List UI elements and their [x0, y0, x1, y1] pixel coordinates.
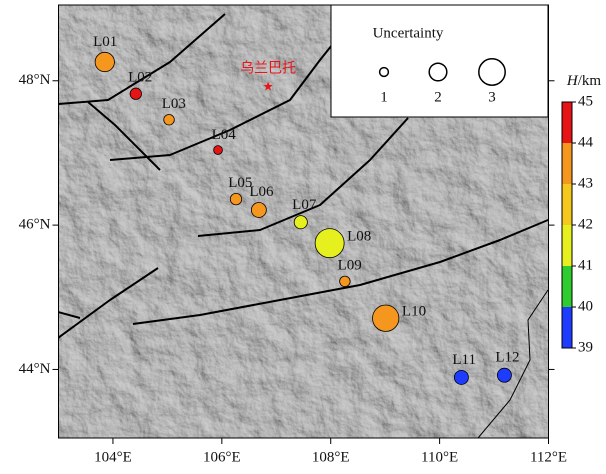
- colorbar-segment: [562, 307, 572, 348]
- station: [130, 88, 141, 99]
- x-tick-label: 104°E: [94, 449, 132, 465]
- x-tick-label: 108°E: [312, 449, 350, 465]
- legend-label: 2: [434, 89, 442, 105]
- station: [214, 146, 223, 155]
- station: [497, 368, 511, 382]
- colorbar-segment: [562, 143, 572, 184]
- colorbar-label: H/km: [566, 73, 602, 89]
- legend-label: 1: [380, 89, 388, 105]
- station: [164, 114, 175, 125]
- y-tick-label: 46°N: [19, 217, 51, 233]
- station-label: L11: [452, 352, 476, 368]
- station: [340, 276, 351, 287]
- map: 104°E 106°E 108°E 110°E 112°E 44°N 46°N 48°N 乌兰巴…: [0, 0, 606, 469]
- colorbar-tick-label: 41: [578, 257, 593, 273]
- station-label: L03: [162, 96, 186, 112]
- colorbar-tick-label: 40: [578, 298, 593, 314]
- station: [315, 229, 344, 258]
- city-label: 乌兰巴托: [240, 61, 296, 77]
- station: [373, 305, 399, 331]
- colorbar-segment: [562, 184, 572, 225]
- station-label: L01: [93, 34, 117, 50]
- x-tick-label: 106°E: [203, 449, 241, 465]
- legend-circle: [479, 59, 505, 85]
- station-label: L09: [338, 258, 362, 274]
- station-label: L08: [347, 229, 371, 245]
- station-label: L06: [249, 184, 274, 200]
- station: [294, 216, 307, 229]
- x-tick-label: 110°E: [421, 449, 458, 465]
- legend-title: Uncertainty: [373, 25, 444, 41]
- station: [454, 370, 468, 384]
- station: [95, 52, 114, 71]
- colorbar-tick-label: 39: [578, 339, 593, 355]
- colorbar-label-unit: /km: [578, 73, 602, 89]
- station: [230, 193, 241, 204]
- station: [251, 202, 266, 217]
- colorbar-segment: [562, 102, 572, 143]
- legend-label: 3: [488, 89, 496, 105]
- station-label: L02: [128, 69, 152, 85]
- x-tick-label: 112°E: [530, 449, 567, 465]
- colorbar-segment: [562, 225, 572, 266]
- station-label: L07: [292, 197, 317, 213]
- legend-circle: [380, 68, 389, 77]
- colorbar-tick-label: 45: [578, 93, 593, 109]
- station-label: L10: [402, 304, 426, 320]
- y-tick-label: 44°N: [19, 361, 51, 377]
- colorbar-tick-label: 44: [578, 134, 594, 150]
- y-tick-label: 48°N: [19, 72, 51, 88]
- colorbar-segment: [562, 266, 572, 307]
- station-label: L04: [212, 127, 237, 143]
- station-label: L12: [495, 350, 519, 366]
- colorbar-tick-label: 42: [578, 216, 593, 232]
- colorbar-tick-label: 43: [578, 175, 593, 191]
- legend-circle: [429, 63, 447, 81]
